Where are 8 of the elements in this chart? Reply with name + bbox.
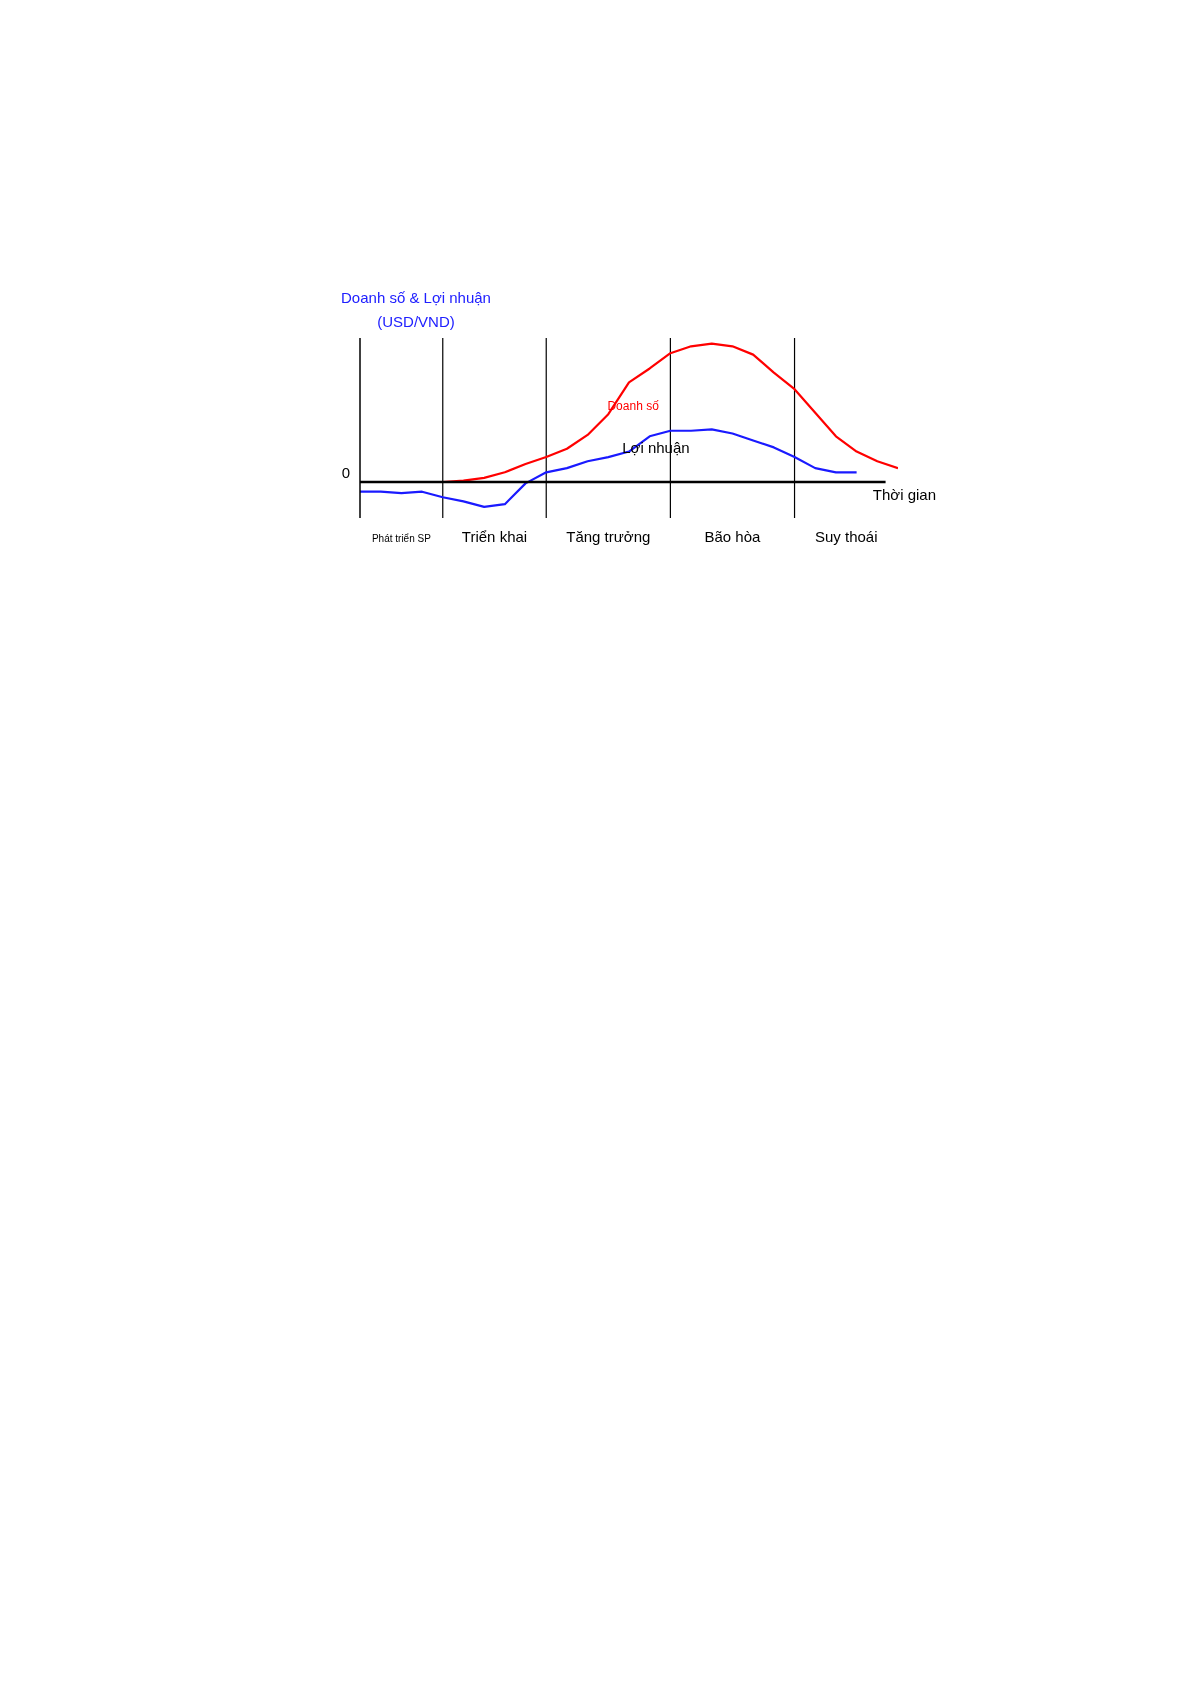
text: 0: [341, 463, 350, 481]
y-axis-title: Doanh số & Lợi nhuận (USD/VND): [340, 288, 492, 332]
x-axis-title: Thời gian: [872, 486, 936, 503]
text: Tăng trưởng: [566, 528, 651, 545]
text: Suy thoái: [815, 528, 878, 545]
text: Bão hòa: [704, 528, 762, 545]
text: Triển khai: [461, 528, 528, 545]
text: Phát triển SP: [371, 533, 432, 544]
